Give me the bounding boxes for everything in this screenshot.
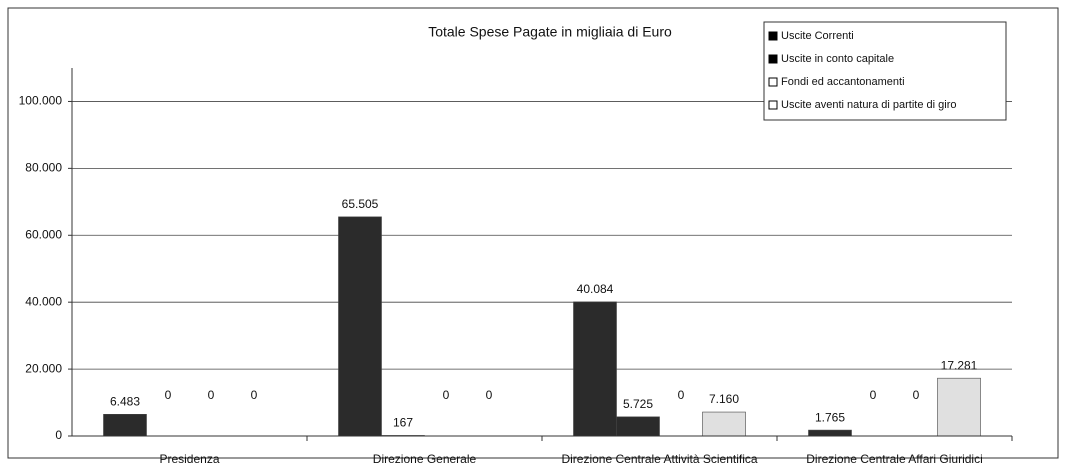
value-label: 0 bbox=[208, 388, 215, 402]
bar bbox=[103, 414, 147, 437]
legend-label: Uscite in conto capitale bbox=[781, 53, 894, 65]
value-label: 40.084 bbox=[577, 282, 614, 296]
x-tick-label: Direzione Centrale Attività Scientifica bbox=[561, 452, 757, 466]
bar bbox=[338, 216, 382, 437]
value-label: 17.281 bbox=[941, 358, 978, 372]
y-tick-label: 80.000 bbox=[25, 161, 62, 175]
y-tick-label: 20.000 bbox=[25, 361, 62, 375]
y-tick-label: 100.000 bbox=[19, 94, 63, 108]
value-label: 0 bbox=[678, 388, 685, 402]
bar bbox=[702, 411, 746, 437]
bar bbox=[616, 416, 660, 437]
bar bbox=[937, 377, 981, 437]
y-tick-label: 40.000 bbox=[25, 294, 62, 308]
x-tick-label: Direzione Centrale Affari Giuridici bbox=[806, 452, 983, 466]
x-tick-label: Direzione Generale bbox=[373, 452, 477, 466]
y-tick-label: 0 bbox=[55, 428, 62, 442]
value-label: 65.505 bbox=[342, 197, 379, 211]
x-tick-label: Presidenza bbox=[159, 452, 219, 466]
chart-title: Totale Spese Pagate in migliaia di Euro bbox=[428, 24, 672, 40]
legend-label: Uscite Correnti bbox=[781, 30, 854, 42]
legend-swatch bbox=[768, 77, 778, 87]
legend-label: Uscite aventi natura di partite di giro bbox=[781, 99, 956, 111]
value-label: 7.160 bbox=[709, 392, 739, 406]
value-label: 0 bbox=[870, 388, 877, 402]
legend-swatch bbox=[768, 100, 778, 110]
legend-swatch bbox=[768, 31, 778, 41]
value-label: 0 bbox=[165, 388, 172, 402]
value-label: 0 bbox=[251, 388, 258, 402]
legend-label: Fondi ed accantonamenti bbox=[781, 76, 905, 88]
value-label: 0 bbox=[913, 388, 920, 402]
bar bbox=[808, 429, 852, 437]
value-label: 167 bbox=[393, 416, 413, 430]
value-label: 0 bbox=[486, 388, 493, 402]
y-tick-label: 60.000 bbox=[25, 227, 62, 241]
value-label: 6.483 bbox=[110, 394, 140, 408]
bar bbox=[573, 301, 617, 437]
chart-frame bbox=[7, 7, 1059, 459]
value-label: 1.765 bbox=[815, 410, 845, 424]
value-label: 0 bbox=[443, 388, 450, 402]
value-label: 5.725 bbox=[623, 397, 653, 411]
legend-box bbox=[763, 21, 1007, 121]
legend-swatch bbox=[768, 54, 778, 64]
